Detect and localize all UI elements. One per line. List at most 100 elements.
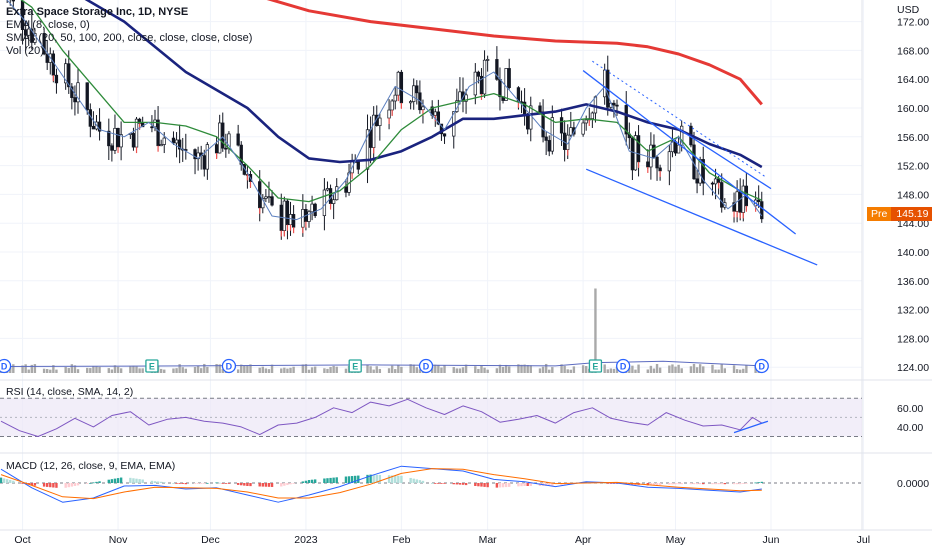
- price-tick-label: 136.00: [897, 276, 929, 288]
- macd-histogram-bar: [397, 475, 400, 483]
- volume-bar: [711, 364, 714, 373]
- volume-bar: [193, 366, 197, 373]
- macd-histogram-bar: [313, 479, 317, 483]
- volume-bar: [76, 369, 80, 373]
- macd-histogram-bar: [55, 483, 58, 488]
- macd-histogram-bar: [692, 483, 696, 485]
- volume-bar: [646, 369, 649, 373]
- dividend-marker-label: D: [759, 362, 766, 372]
- candle-body: [439, 123, 444, 135]
- time-tick-label: Dec: [201, 534, 220, 546]
- volume-bar: [548, 369, 551, 373]
- candle-body: [485, 59, 490, 61]
- time-tick-label: Jun: [763, 534, 780, 546]
- macd-histogram-bar: [544, 483, 548, 486]
- volume-bar: [671, 364, 674, 373]
- time-tick-label: Jul: [857, 534, 870, 546]
- volume-bar: [163, 369, 166, 373]
- volume-bar: [609, 368, 613, 373]
- volume-bar: [378, 368, 382, 373]
- macd-histogram-bar: [603, 482, 606, 484]
- macd-histogram-bar: [332, 477, 335, 483]
- candle-body: [738, 191, 742, 213]
- macd-histogram-bar: [369, 474, 372, 483]
- dividend-marker: [616, 358, 631, 374]
- volume-bar: [538, 368, 542, 373]
- volume-bar: [418, 369, 422, 373]
- price-tick-label: 168.00: [897, 45, 929, 57]
- candle-body: [205, 144, 210, 170]
- price-tag-prefix: Pre: [867, 207, 892, 221]
- candle-body: [732, 202, 736, 212]
- volume-bar: [739, 369, 742, 373]
- candle-body: [387, 109, 391, 119]
- ema-8-line: [6, 0, 763, 221]
- candle-body: [356, 161, 360, 170]
- candle-body: [134, 118, 139, 148]
- macd-histogram-bar: [483, 483, 486, 487]
- macd-histogram-bar: [159, 481, 163, 483]
- volume-bar: [249, 364, 252, 373]
- candle-body: [442, 133, 447, 137]
- candle-body: [421, 106, 425, 111]
- macd-histogram-bar: [49, 483, 52, 488]
- volume-bar: [289, 367, 292, 373]
- macd-histogram-bar: [163, 482, 166, 483]
- macd-histogram-bar: [717, 483, 720, 485]
- volume-bar: [541, 366, 545, 373]
- macd-histogram-bar: [86, 483, 89, 484]
- candle-body: [76, 82, 80, 103]
- candle-body: [538, 105, 542, 113]
- volume-bar: [110, 369, 114, 373]
- volume-bar: [116, 366, 120, 373]
- candle-body: [581, 122, 585, 135]
- volume-bar: [92, 366, 95, 373]
- volume-bar: [486, 369, 489, 373]
- volume-bar: [698, 364, 702, 373]
- macd-histogram-bar: [702, 483, 705, 485]
- volume-bar: [178, 364, 181, 373]
- volume-bar: [267, 369, 271, 373]
- macd-histogram-bar: [184, 483, 187, 485]
- macd-histogram-bar: [723, 483, 726, 485]
- dividend-marker-label: D: [1, 362, 8, 372]
- macd-histogram-bar: [372, 474, 375, 483]
- volume-bar: [677, 364, 680, 373]
- macd-histogram-bar: [150, 480, 154, 483]
- volume-bar: [12, 364, 15, 373]
- sma-50-line: [84, 0, 763, 169]
- earnings-marker: [348, 359, 362, 373]
- volume-bar: [215, 364, 218, 373]
- candle-body: [64, 63, 68, 84]
- volume-bar: [566, 369, 569, 373]
- macd-histogram-bar: [474, 483, 477, 486]
- macd-histogram-bar: [153, 481, 157, 483]
- macd-histogram-bar: [218, 482, 221, 484]
- macd-histogram-bar: [138, 479, 141, 483]
- macd-histogram-bar: [529, 483, 532, 486]
- macd-histogram-bar: [720, 483, 723, 485]
- macd-tick-label: 0.0000: [897, 478, 929, 490]
- macd-histogram-bar: [366, 474, 369, 483]
- volume-bar: [98, 366, 101, 373]
- candle-body: [412, 85, 416, 102]
- volume-bar: [563, 365, 566, 373]
- volume-bar: [283, 367, 286, 373]
- macd-histogram-bar: [418, 480, 422, 483]
- volume-bar: [501, 366, 505, 373]
- volume-bar: [692, 363, 696, 373]
- candle-body: [313, 203, 317, 217]
- price-tick-label: 164.00: [897, 74, 929, 86]
- candle-body: [646, 161, 650, 168]
- macd-histogram-bar: [156, 481, 160, 483]
- macd-histogram-bar: [526, 483, 529, 486]
- macd-histogram-bar: [227, 483, 231, 484]
- macd-histogram-bar: [680, 483, 683, 485]
- rsi-tick-label: 60.00: [897, 403, 923, 415]
- volume-bar: [695, 367, 699, 373]
- dividend-marker: [221, 358, 237, 374]
- candle-body: [630, 137, 635, 171]
- candle-body: [150, 126, 154, 129]
- volume-bar: [745, 365, 748, 373]
